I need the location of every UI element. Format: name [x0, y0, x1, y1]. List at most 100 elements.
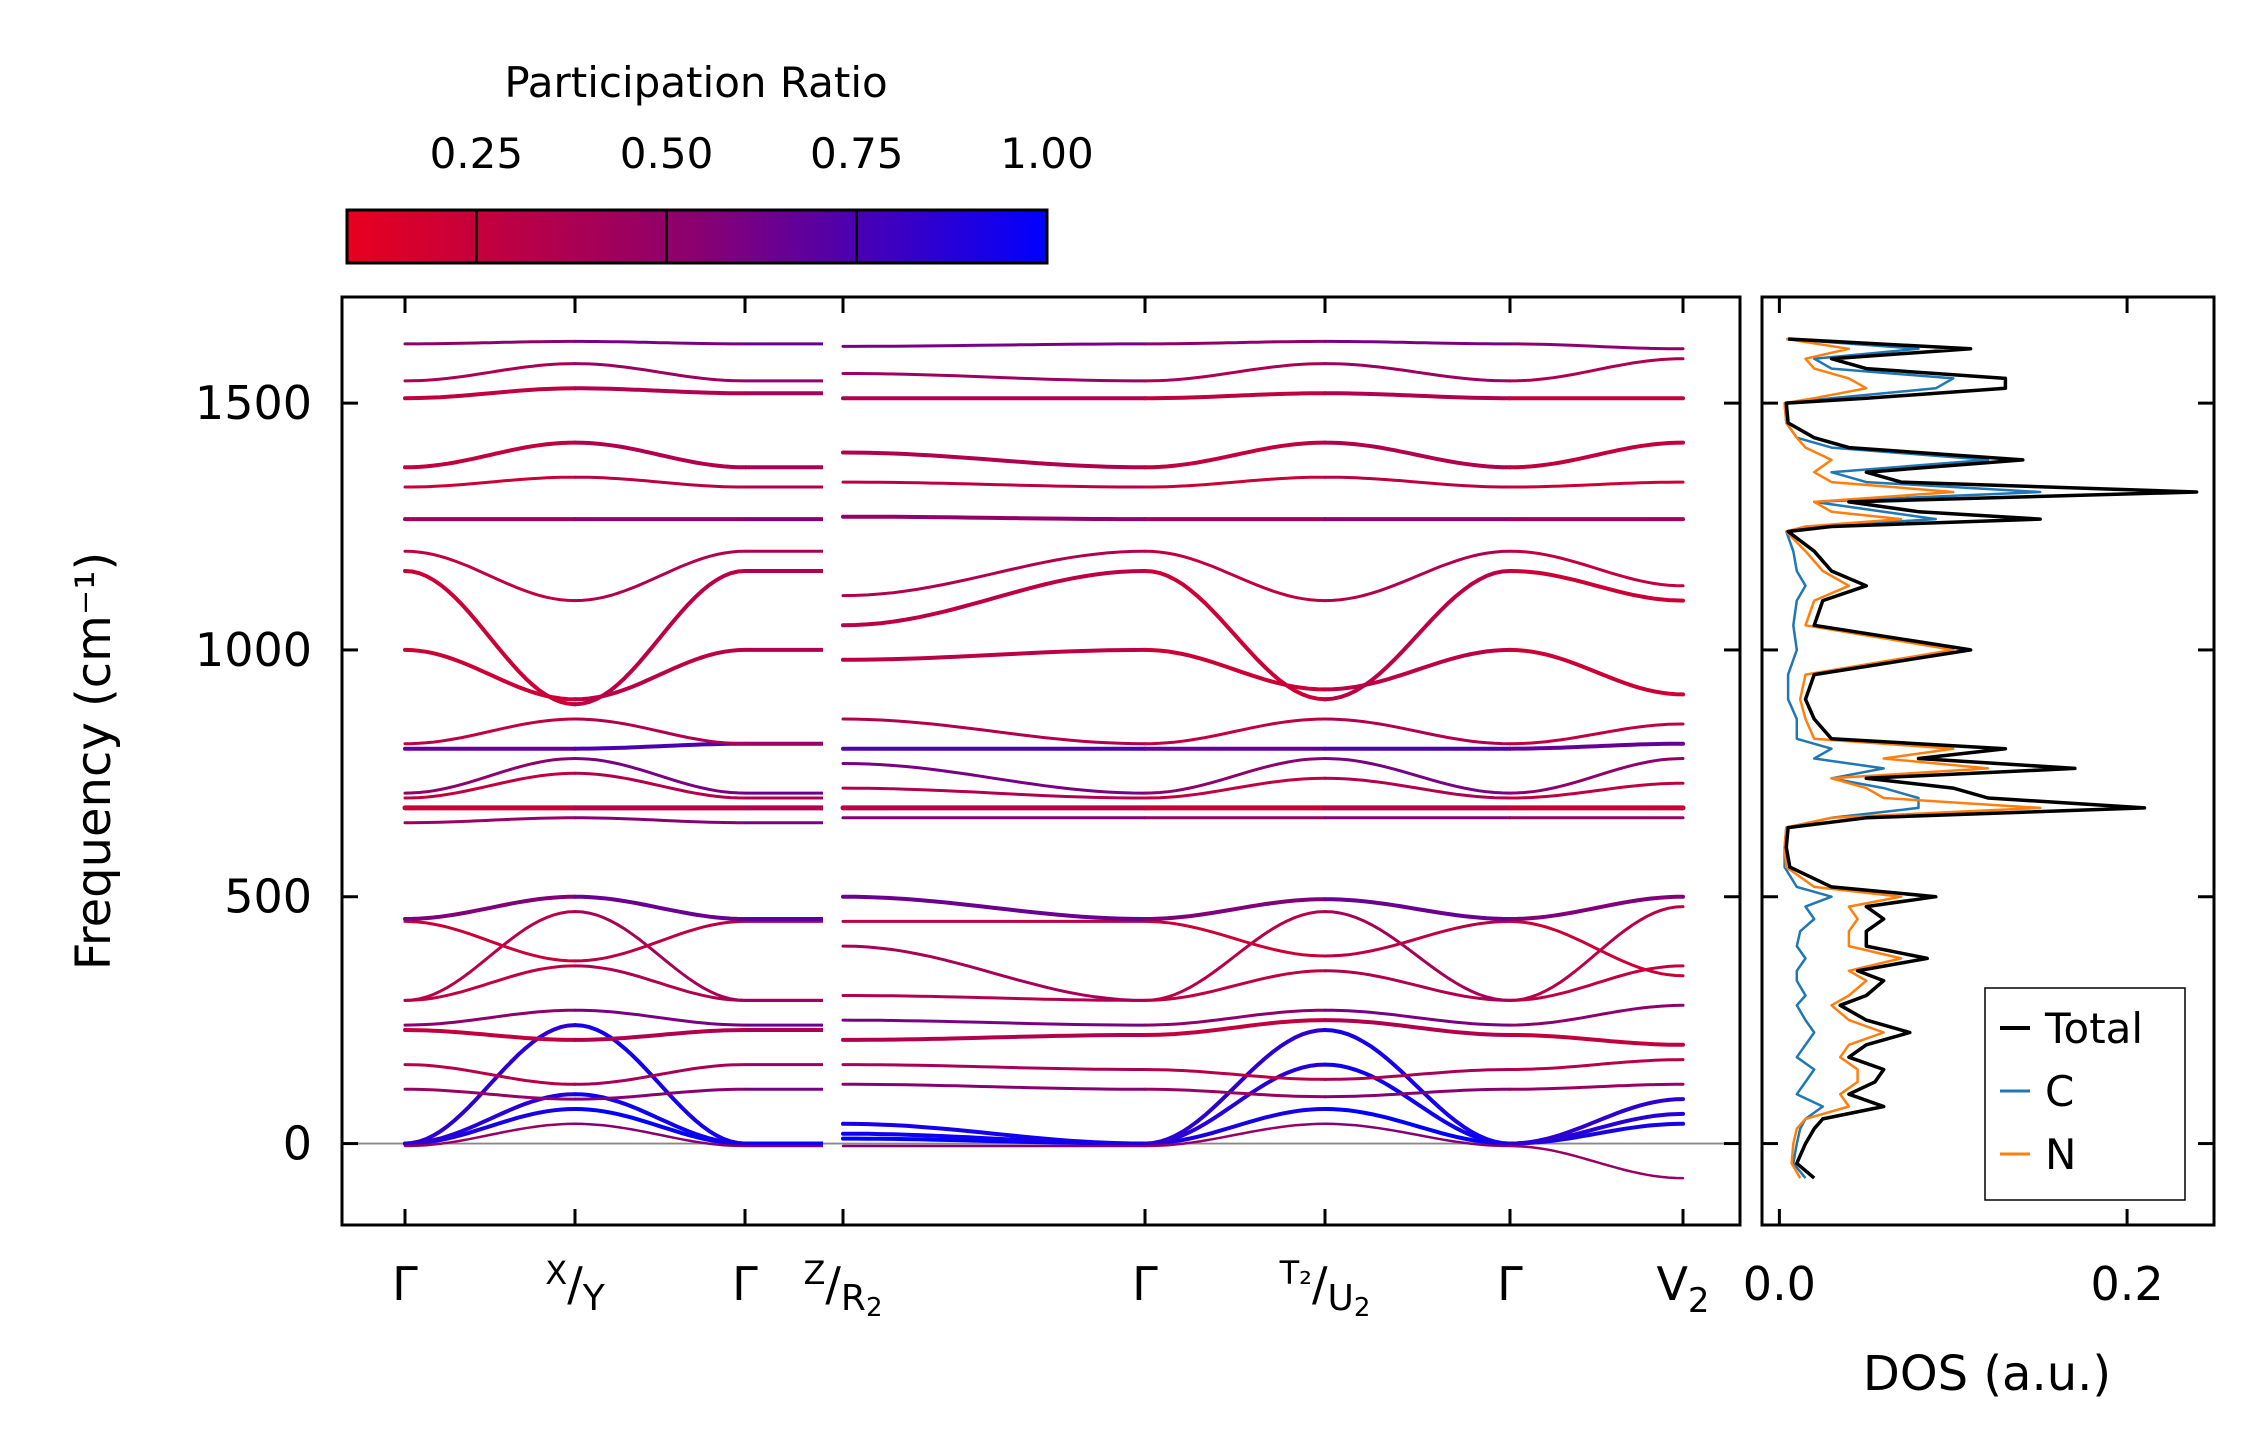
band-line: [1323, 569, 1512, 702]
kpoint-label: T₂/U2: [1279, 1254, 1371, 1323]
dos-ticks: [1762, 297, 2214, 1225]
kpoint-label: V2: [1656, 1257, 1709, 1321]
dos-x-tick-label: 0.2: [2090, 1257, 2163, 1311]
band-line: [573, 1087, 747, 1101]
band-line: [1508, 964, 1685, 1002]
band-line: [403, 549, 577, 603]
band-line: [841, 372, 1147, 383]
band-line: [573, 1063, 747, 1086]
band-line: [403, 1028, 577, 1042]
band-line: [403, 816, 577, 825]
band-line: [1143, 1062, 1327, 1146]
band-line: [1508, 781, 1685, 800]
band-line: [1143, 1018, 1327, 1037]
band-line: [1143, 910, 1327, 1002]
band-lines: [402, 339, 1686, 1180]
band-line: [573, 339, 747, 346]
colorbar-tick-labels: 0.25 0.50 0.75 1.00: [430, 129, 1094, 178]
band-line: [841, 450, 1147, 470]
band-line: [841, 717, 1147, 746]
band-line: [1508, 357, 1685, 383]
colorbar-title: Participation Ratio: [504, 58, 887, 107]
band-line: [403, 1008, 577, 1027]
band-line: [1323, 549, 1512, 603]
colorbar-ticks: [475, 210, 1049, 263]
band-line: [841, 1033, 1147, 1042]
band-line: [403, 362, 577, 383]
band-line: [841, 647, 1147, 662]
band-line: [573, 919, 747, 963]
band-line: [1143, 362, 1327, 383]
colorbar-gradient: [345, 208, 1049, 265]
band-line: [1323, 757, 1512, 795]
band-line: [1323, 969, 1512, 1002]
colorbar-tick-label: 0.25: [430, 129, 524, 178]
band-line: [1323, 1068, 1512, 1081]
band-line: [1143, 1122, 1327, 1148]
band-line: [1508, 549, 1685, 588]
band-line: [573, 549, 747, 603]
band-line: [1143, 1107, 1327, 1146]
band-line: [1508, 722, 1685, 746]
band-line: [573, 1122, 747, 1148]
band-line: [841, 480, 1147, 489]
band-line: [573, 1023, 747, 1146]
dos-line-total: [1784, 337, 2199, 1180]
legend-frame: [1984, 987, 2186, 1201]
band-line: [1323, 1028, 1512, 1146]
band-line: [1143, 1028, 1327, 1146]
band-line: [573, 816, 747, 825]
band-line: [573, 362, 747, 383]
band-line: [403, 339, 577, 346]
band-line: [573, 771, 747, 800]
legend-label-total: Total: [2044, 1004, 2143, 1053]
dos-x-tick-labels: 0.0 0.2: [1743, 1257, 2164, 1311]
band-line: [1508, 894, 1685, 921]
band-line: [1508, 1144, 1685, 1180]
band-line: [573, 1008, 747, 1027]
band-line: [1508, 1058, 1685, 1071]
band-line: [1323, 475, 1512, 489]
kpoint-label: Γ: [732, 1257, 758, 1311]
band-line: [1508, 1097, 1685, 1146]
band-line: [403, 386, 577, 401]
band-line: [1143, 897, 1327, 921]
band-line: [1323, 1018, 1512, 1037]
band-line: [1143, 475, 1327, 489]
band-line: [1323, 1122, 1512, 1148]
legend-label-n: N: [2045, 1130, 2076, 1179]
band-line: [403, 1122, 577, 1148]
band-line: [841, 1082, 1147, 1091]
band-line: [841, 549, 1147, 598]
band-line: [1143, 757, 1327, 795]
band-line: [1323, 1008, 1512, 1027]
band-line: [1508, 919, 1685, 978]
band-line: [403, 910, 577, 1002]
band-line: [1508, 1033, 1685, 1047]
band-line: [573, 741, 747, 751]
kpoint-label: Γ: [1497, 1257, 1523, 1311]
band-line: [403, 919, 577, 963]
band-line: [1323, 391, 1512, 401]
dos-x-tick-label: 0.0: [1743, 1257, 1816, 1311]
y-tick-label: 1000: [195, 623, 312, 677]
band-line: [403, 647, 577, 702]
band-line: [1143, 569, 1327, 702]
band-line: [573, 894, 747, 921]
colorbar: Participation Ratio 0.25 0.50 0.75 1.00: [345, 58, 1094, 265]
band-line: [1143, 549, 1327, 603]
band-line: [1508, 1003, 1685, 1027]
band-line: [1323, 440, 1512, 470]
band-line: [1508, 647, 1685, 697]
colorbar-tick-label: 0.50: [620, 129, 714, 178]
dos-plot-frame: [1760, 295, 2216, 1227]
band-line: [1323, 647, 1512, 692]
band-line: [1143, 919, 1327, 958]
band-line: [573, 386, 747, 396]
band-plot-frame: [340, 295, 1742, 1227]
band-line: [841, 994, 1147, 1002]
band-line: [1323, 1062, 1512, 1146]
band-line: [1508, 569, 1685, 603]
band-line: [1508, 342, 1685, 351]
band-line: [573, 717, 747, 746]
